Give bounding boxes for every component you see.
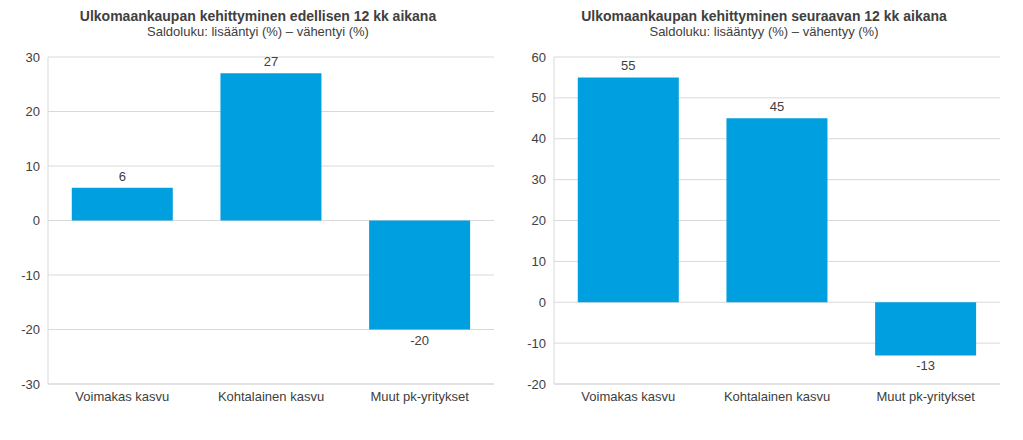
svg-text:27: 27: [264, 54, 278, 69]
svg-text:0: 0: [33, 213, 40, 228]
svg-text:50: 50: [532, 90, 546, 105]
svg-text:-13: -13: [916, 358, 935, 373]
svg-text:45: 45: [770, 99, 784, 114]
svg-text:-30: -30: [21, 377, 40, 392]
svg-text:60: 60: [532, 50, 546, 65]
svg-text:30: 30: [532, 172, 546, 187]
svg-text:6: 6: [119, 169, 126, 184]
svg-text:10: 10: [532, 254, 546, 269]
svg-text:-10: -10: [527, 336, 546, 351]
svg-text:-10: -10: [21, 268, 40, 283]
svg-text:10: 10: [26, 159, 40, 174]
svg-text:Kohtalainen kasvu: Kohtalainen kasvu: [218, 389, 324, 404]
svg-text:Muut pk-yritykset: Muut pk-yritykset: [877, 389, 976, 404]
svg-text:20: 20: [26, 104, 40, 119]
svg-text:-20: -20: [21, 322, 40, 337]
svg-text:Muut pk-yritykset: Muut pk-yritykset: [371, 389, 470, 404]
svg-text:-20: -20: [527, 377, 546, 392]
svg-text:0: 0: [539, 295, 546, 310]
svg-text:-20: -20: [410, 333, 429, 348]
svg-text:Kohtalainen kasvu: Kohtalainen kasvu: [724, 389, 830, 404]
svg-text:Voimakas kasvu: Voimakas kasvu: [75, 389, 169, 404]
svg-text:30: 30: [26, 50, 40, 65]
svg-text:Voimakas kasvu: Voimakas kasvu: [581, 389, 675, 404]
html-text:Saldoluku: lisääntyi (%) – väh: Saldoluku: lisääntyi (%) – vähentyi (%): [147, 24, 369, 39]
svg-text:40: 40: [532, 131, 546, 146]
svg-text:55: 55: [621, 58, 635, 73]
html-text:Ulkomaankaupan kehittyminen ed: Ulkomaankaupan kehittyminen edellisen 12…: [79, 8, 437, 24]
html-text:Saldoluku: lisääntyy (%) – väh: Saldoluku: lisääntyy (%) – vähentyy (%): [649, 24, 879, 39]
svg-text:20: 20: [532, 213, 546, 228]
html-text:Ulkomaankaupan kehittyminen se: Ulkomaankaupan kehittyminen seuraavan 12…: [581, 8, 947, 24]
